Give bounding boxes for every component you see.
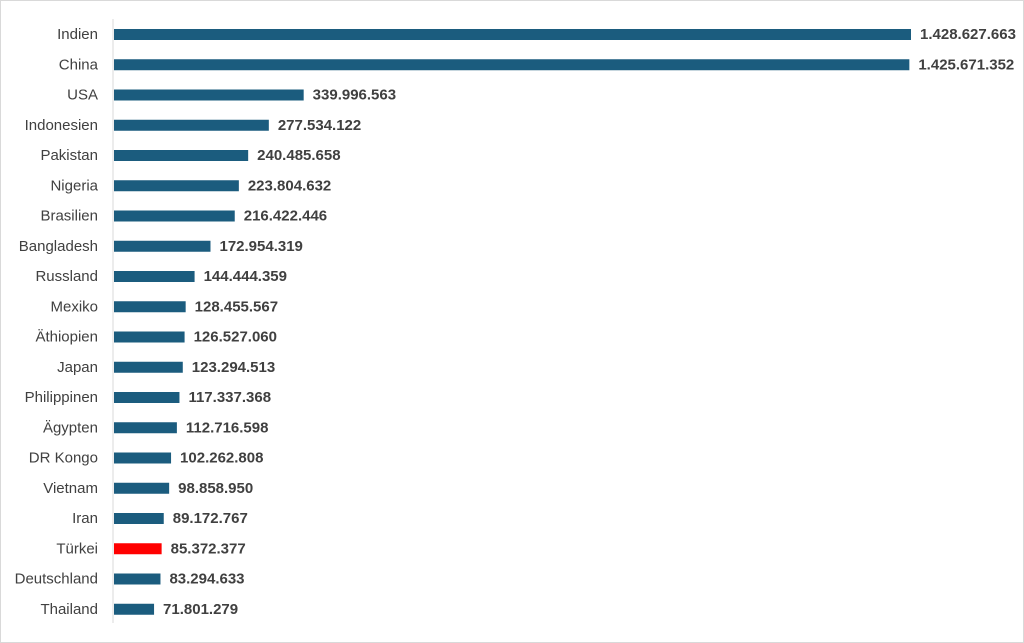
category-label: Türkei xyxy=(56,540,98,557)
bar xyxy=(114,573,161,585)
bar xyxy=(114,301,186,313)
value-label: 128.455.567 xyxy=(195,298,278,315)
value-label: 126.527.060 xyxy=(194,329,277,346)
bars-layer: Indien 1.428.627.663 China 1.425.671.352 USA… xyxy=(15,26,1016,618)
bar xyxy=(114,603,155,615)
bar xyxy=(114,240,211,252)
category-label: Pakistan xyxy=(40,147,98,164)
bar xyxy=(114,119,269,131)
bar-row: Pakistan 240.485.658 xyxy=(40,147,340,164)
value-label: 223.804.632 xyxy=(248,177,331,194)
value-label: 112.716.598 xyxy=(186,419,269,436)
value-label: 123.294.513 xyxy=(192,359,275,376)
bar xyxy=(114,89,304,101)
value-label: 1.425.671.352 xyxy=(918,56,1014,73)
bar xyxy=(114,271,195,282)
category-label: DR Kongo xyxy=(29,450,98,467)
bar-row: Thailand 71.801.279 xyxy=(40,601,238,618)
bar xyxy=(114,422,177,434)
category-label: Äthiopien xyxy=(35,329,98,346)
bar-row: Nigeria 223.804.632 xyxy=(50,177,331,194)
bar-row: Indonesien 277.534.122 xyxy=(25,117,362,134)
category-label: Bangladesh xyxy=(19,238,98,255)
bar xyxy=(114,331,185,343)
category-label: Iran xyxy=(72,510,98,527)
bar-row: Iran 89.172.767 xyxy=(72,510,248,527)
value-label: 85.372.377 xyxy=(171,540,246,557)
category-label: Brasilien xyxy=(40,208,98,225)
value-label: 339.996.563 xyxy=(313,87,396,104)
value-label: 71.801.279 xyxy=(163,601,238,618)
category-label: Ägypten xyxy=(43,419,98,436)
bar-row: DR Kongo 102.262.808 xyxy=(29,450,264,467)
value-label: 98.858.950 xyxy=(178,480,253,497)
category-label: Indien xyxy=(57,26,98,43)
value-label: 216.422.446 xyxy=(244,208,327,225)
bar-row: Japan 123.294.513 xyxy=(57,359,275,376)
category-label: Russland xyxy=(35,268,98,285)
bar-row: China 1.425.671.352 xyxy=(59,56,1014,73)
bar-row: Vietnam 98.858.950 xyxy=(43,480,253,497)
highlighted-bar xyxy=(114,543,162,555)
value-label: 117.337.368 xyxy=(188,389,271,406)
value-label: 277.534.122 xyxy=(278,117,361,134)
category-label: Philippinen xyxy=(25,389,98,406)
category-label: Deutschland xyxy=(15,571,98,588)
category-label: USA xyxy=(67,87,98,104)
category-label: Mexiko xyxy=(50,298,98,315)
bar xyxy=(114,59,910,71)
bar xyxy=(114,482,170,494)
value-label: 240.485.658 xyxy=(257,147,340,164)
bar-row: Philippinen 117.337.368 xyxy=(25,389,271,406)
value-label: 1.428.627.663 xyxy=(920,26,1016,43)
bar-row: Bangladesh 172.954.319 xyxy=(19,238,303,255)
bar xyxy=(114,513,164,524)
value-label: 89.172.767 xyxy=(173,510,248,527)
value-label: 144.444.359 xyxy=(204,268,287,285)
bar-row: Türkei 85.372.377 xyxy=(56,540,245,557)
bar xyxy=(114,452,172,464)
category-label: Nigeria xyxy=(50,177,98,194)
bar xyxy=(114,29,911,40)
bar xyxy=(114,180,239,192)
category-label: China xyxy=(59,56,99,73)
bar-row: Indien 1.428.627.663 xyxy=(57,26,1016,43)
category-label: Thailand xyxy=(40,601,98,618)
bar-row: USA 339.996.563 xyxy=(67,87,396,104)
bar-row: Russland 144.444.359 xyxy=(35,268,287,285)
category-label: Vietnam xyxy=(43,480,98,497)
bar-row: Ägypten 112.716.598 xyxy=(43,419,269,436)
value-label: 83.294.633 xyxy=(169,571,244,588)
bar xyxy=(114,150,249,161)
category-label: Indonesien xyxy=(25,117,98,134)
bar-row: Deutschland 83.294.633 xyxy=(15,571,245,588)
value-label: 102.262.808 xyxy=(180,450,263,467)
bar-row: Mexiko 128.455.567 xyxy=(50,298,278,315)
bar xyxy=(114,210,235,222)
value-label: 172.954.319 xyxy=(219,238,302,255)
bar-row: Brasilien 216.422.446 xyxy=(40,208,327,225)
bar xyxy=(114,361,183,373)
bar-row: Äthiopien 126.527.060 xyxy=(35,329,277,346)
category-label: Japan xyxy=(57,359,98,376)
bar xyxy=(114,392,180,403)
